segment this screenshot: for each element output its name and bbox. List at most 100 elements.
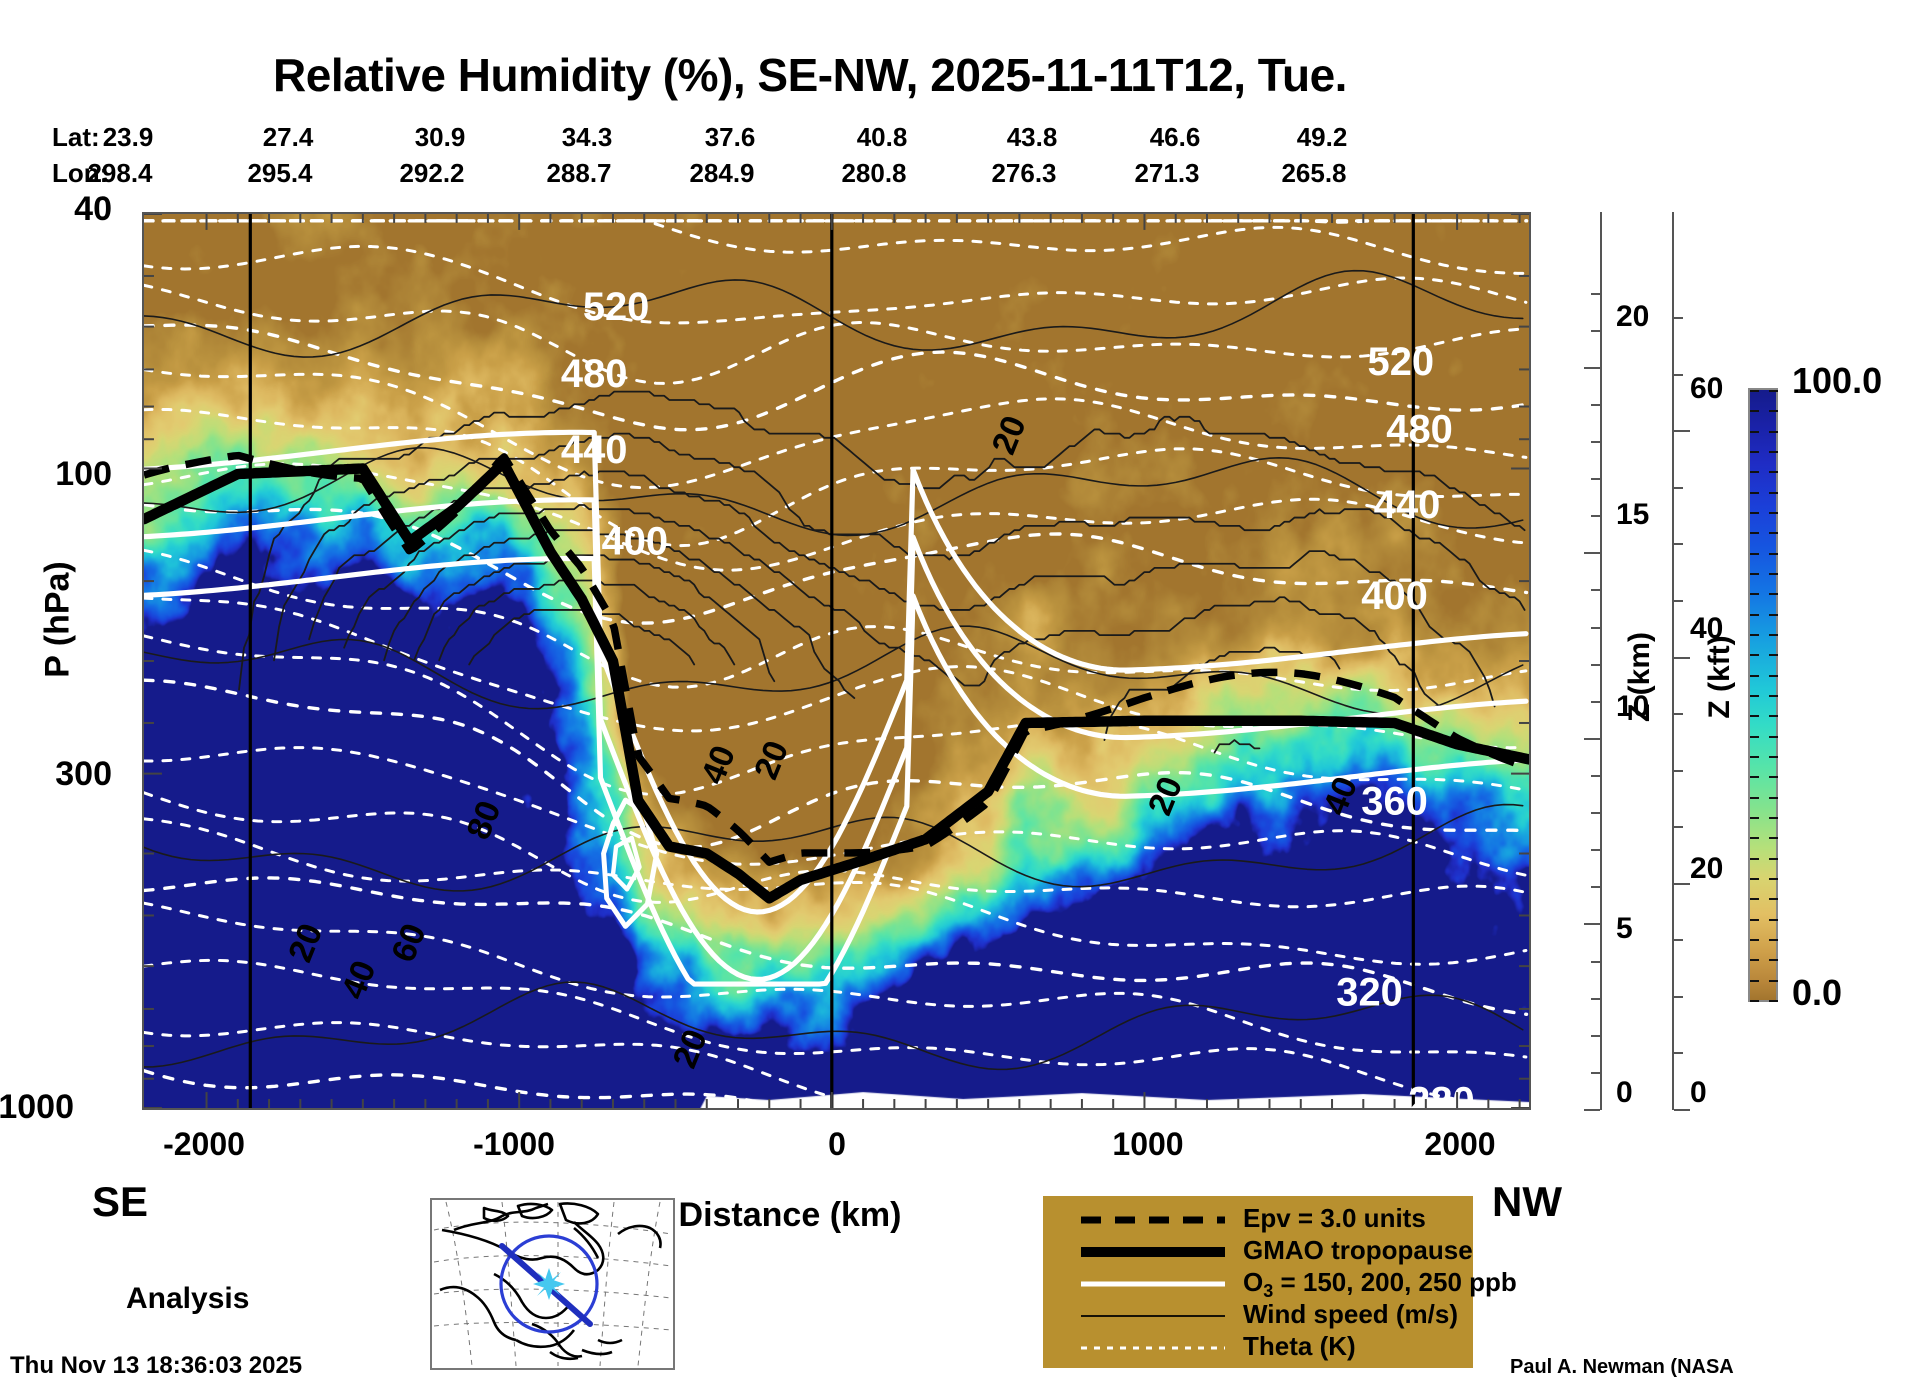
colorbar-tick (1769, 552, 1778, 555)
x-axis-title-distance: Distance (km) (678, 1196, 902, 1234)
colorbar-min-label: 0.0 (1792, 972, 1843, 1013)
colorbar-tick (1750, 573, 1759, 575)
plot-inner-ticks (144, 214, 1529, 1108)
x-tick-minus2000: -2000 (163, 1126, 245, 1162)
legend-label-wind: Wind speed (m/s) (1243, 1299, 1459, 1329)
inset-map[interactable] (430, 1198, 675, 1370)
colorbar-tick (1750, 959, 1759, 962)
colorbar-tick (1750, 451, 1759, 453)
zkm-tick-mark (1591, 478, 1600, 481)
zkft-tick-40: 40 (1690, 612, 1724, 645)
colorbar-tick (1769, 837, 1778, 840)
colorbar-tick (1750, 512, 1759, 514)
lon-value: 271.3 (1134, 158, 1200, 188)
colorbar-tick (1769, 898, 1778, 901)
zkm-tick-mark (1591, 849, 1600, 852)
svg-text:20: 20 (747, 736, 796, 785)
z-km-axis-title: Z (km) (1623, 632, 1656, 722)
range-circle (499, 1234, 599, 1334)
zkft-tick-mark (1674, 826, 1683, 829)
colorbar-tick (1769, 491, 1778, 494)
colorbar-tick (1769, 430, 1778, 433)
zkm-tick-mark (1591, 1034, 1600, 1037)
y-axis-title-pressure: P (hPa) (38, 561, 77, 678)
colorbar-tick (1750, 532, 1759, 535)
svg-text:360: 360 (1361, 780, 1428, 824)
contour-overlay: 520 480 440 400 520 480 440 400 360 320 280 20 20 20 2… (144, 214, 1529, 1108)
inset-map-svg (433, 1201, 672, 1367)
zkft-tick-mark (1674, 882, 1690, 885)
svg-text:480: 480 (1386, 408, 1453, 452)
colorbar-tick (1750, 654, 1759, 657)
colorbar-tick (1769, 695, 1778, 697)
gmao-tropopause-line (144, 457, 1529, 904)
latitude-row: Lat: 23.9 27.4 30.9 34.3 37.6 40.8 43.8 … (0, 122, 1620, 156)
colorbar-tick (1750, 735, 1759, 738)
thick-line-icon (1079, 1236, 1227, 1268)
svg-text:20: 20 (1141, 771, 1190, 820)
colorbar-tick (1750, 390, 1759, 392)
svg-text:520: 520 (1368, 340, 1435, 384)
colorbar-tick (1750, 878, 1759, 880)
colorbar-tick (1750, 1000, 1759, 1002)
z-km-axis-line (1600, 212, 1602, 1110)
y-tick-100: 100 (55, 455, 112, 493)
colorbar-tick (1750, 898, 1759, 901)
lat-value: 27.4 (262, 122, 314, 152)
colorbar-tick (1769, 756, 1778, 758)
epv-contour (144, 451, 1526, 866)
lat-value: 23.9 (102, 122, 154, 152)
lon-value: 280.8 (841, 158, 907, 188)
zkft-tick-0: 0 (1690, 1076, 1707, 1109)
legend-row-wind: Wind speed (m/s) (1043, 1299, 1473, 1332)
legend-label-tropopause: GMAO tropopause (1243, 1235, 1473, 1265)
thin-line-icon (1079, 1300, 1227, 1332)
zkm-tick-mark (1584, 552, 1600, 555)
zkm-tick-mark (1591, 515, 1600, 518)
lat-value: 49.2 (1296, 122, 1348, 152)
zkm-tick-mark (1591, 997, 1600, 1000)
legend-box: Epv = 3.0 units GMAO tropopause O3 = 150… (1043, 1196, 1517, 1368)
y-tick-1000: 1000 (0, 1088, 74, 1126)
colorbar-max-label: 100.0 (1792, 360, 1883, 401)
legend-row-ozone: O3 = 150, 200, 250 ppb (1043, 1267, 1517, 1301)
colorbar-tick (1750, 674, 1759, 677)
colorbar-tick (1769, 512, 1778, 514)
colorbar-tick (1750, 593, 1759, 596)
zkm-tick-mark (1591, 329, 1600, 332)
svg-text:480: 480 (561, 352, 628, 396)
cross-section-plot[interactable]: 520 480 440 400 520 480 440 400 360 320 280 20 20 20 2… (142, 212, 1531, 1110)
zkm-tick-mark (1591, 960, 1600, 963)
zkft-tick-20: 20 (1690, 852, 1724, 885)
x-tick-0: 0 (828, 1126, 846, 1162)
lat-value: 37.6 (704, 122, 756, 152)
colorbar-tick (1769, 634, 1778, 636)
colorbar-tick (1769, 735, 1778, 738)
zkm-tick-mark (1591, 589, 1600, 592)
zkm-tick-mark (1584, 737, 1600, 740)
colorbar-tick (1769, 715, 1778, 718)
colorbar-tick (1769, 918, 1778, 921)
colorbar-tick (1750, 979, 1759, 982)
y-tick-40: 40 (74, 190, 112, 228)
wind-speed-contours (144, 269, 1526, 1071)
dashed-line-icon (1079, 1204, 1227, 1236)
legend-label-epv: Epv = 3.0 units (1243, 1203, 1426, 1233)
colorbar-tick (1769, 532, 1778, 535)
colorbar-tick (1769, 674, 1778, 677)
legend-row-epv: Epv = 3.0 units (1043, 1203, 1473, 1236)
render-timestamp: Thu Nov 13 18:36:03 2025 (10, 1352, 303, 1379)
lon-value: 276.3 (991, 158, 1057, 188)
colorbar-tick (1769, 1000, 1778, 1002)
center-star-marker (533, 1268, 565, 1300)
colorbar-tick (1769, 471, 1778, 474)
svg-text:400: 400 (1361, 574, 1428, 618)
legend-label-theta: Theta (K) (1243, 1331, 1356, 1361)
colorbar-tick (1769, 776, 1778, 779)
svg-text:40: 40 (694, 740, 743, 789)
zkm-tick-5: 5 (1616, 912, 1633, 945)
svg-text:520: 520 (583, 285, 650, 329)
lat-value: 40.8 (856, 122, 908, 152)
lat-label: Lat: (52, 122, 100, 152)
contour-labels: 520 480 440 400 520 480 440 400 360 320 280 20 20 20 2… (281, 285, 1475, 1108)
